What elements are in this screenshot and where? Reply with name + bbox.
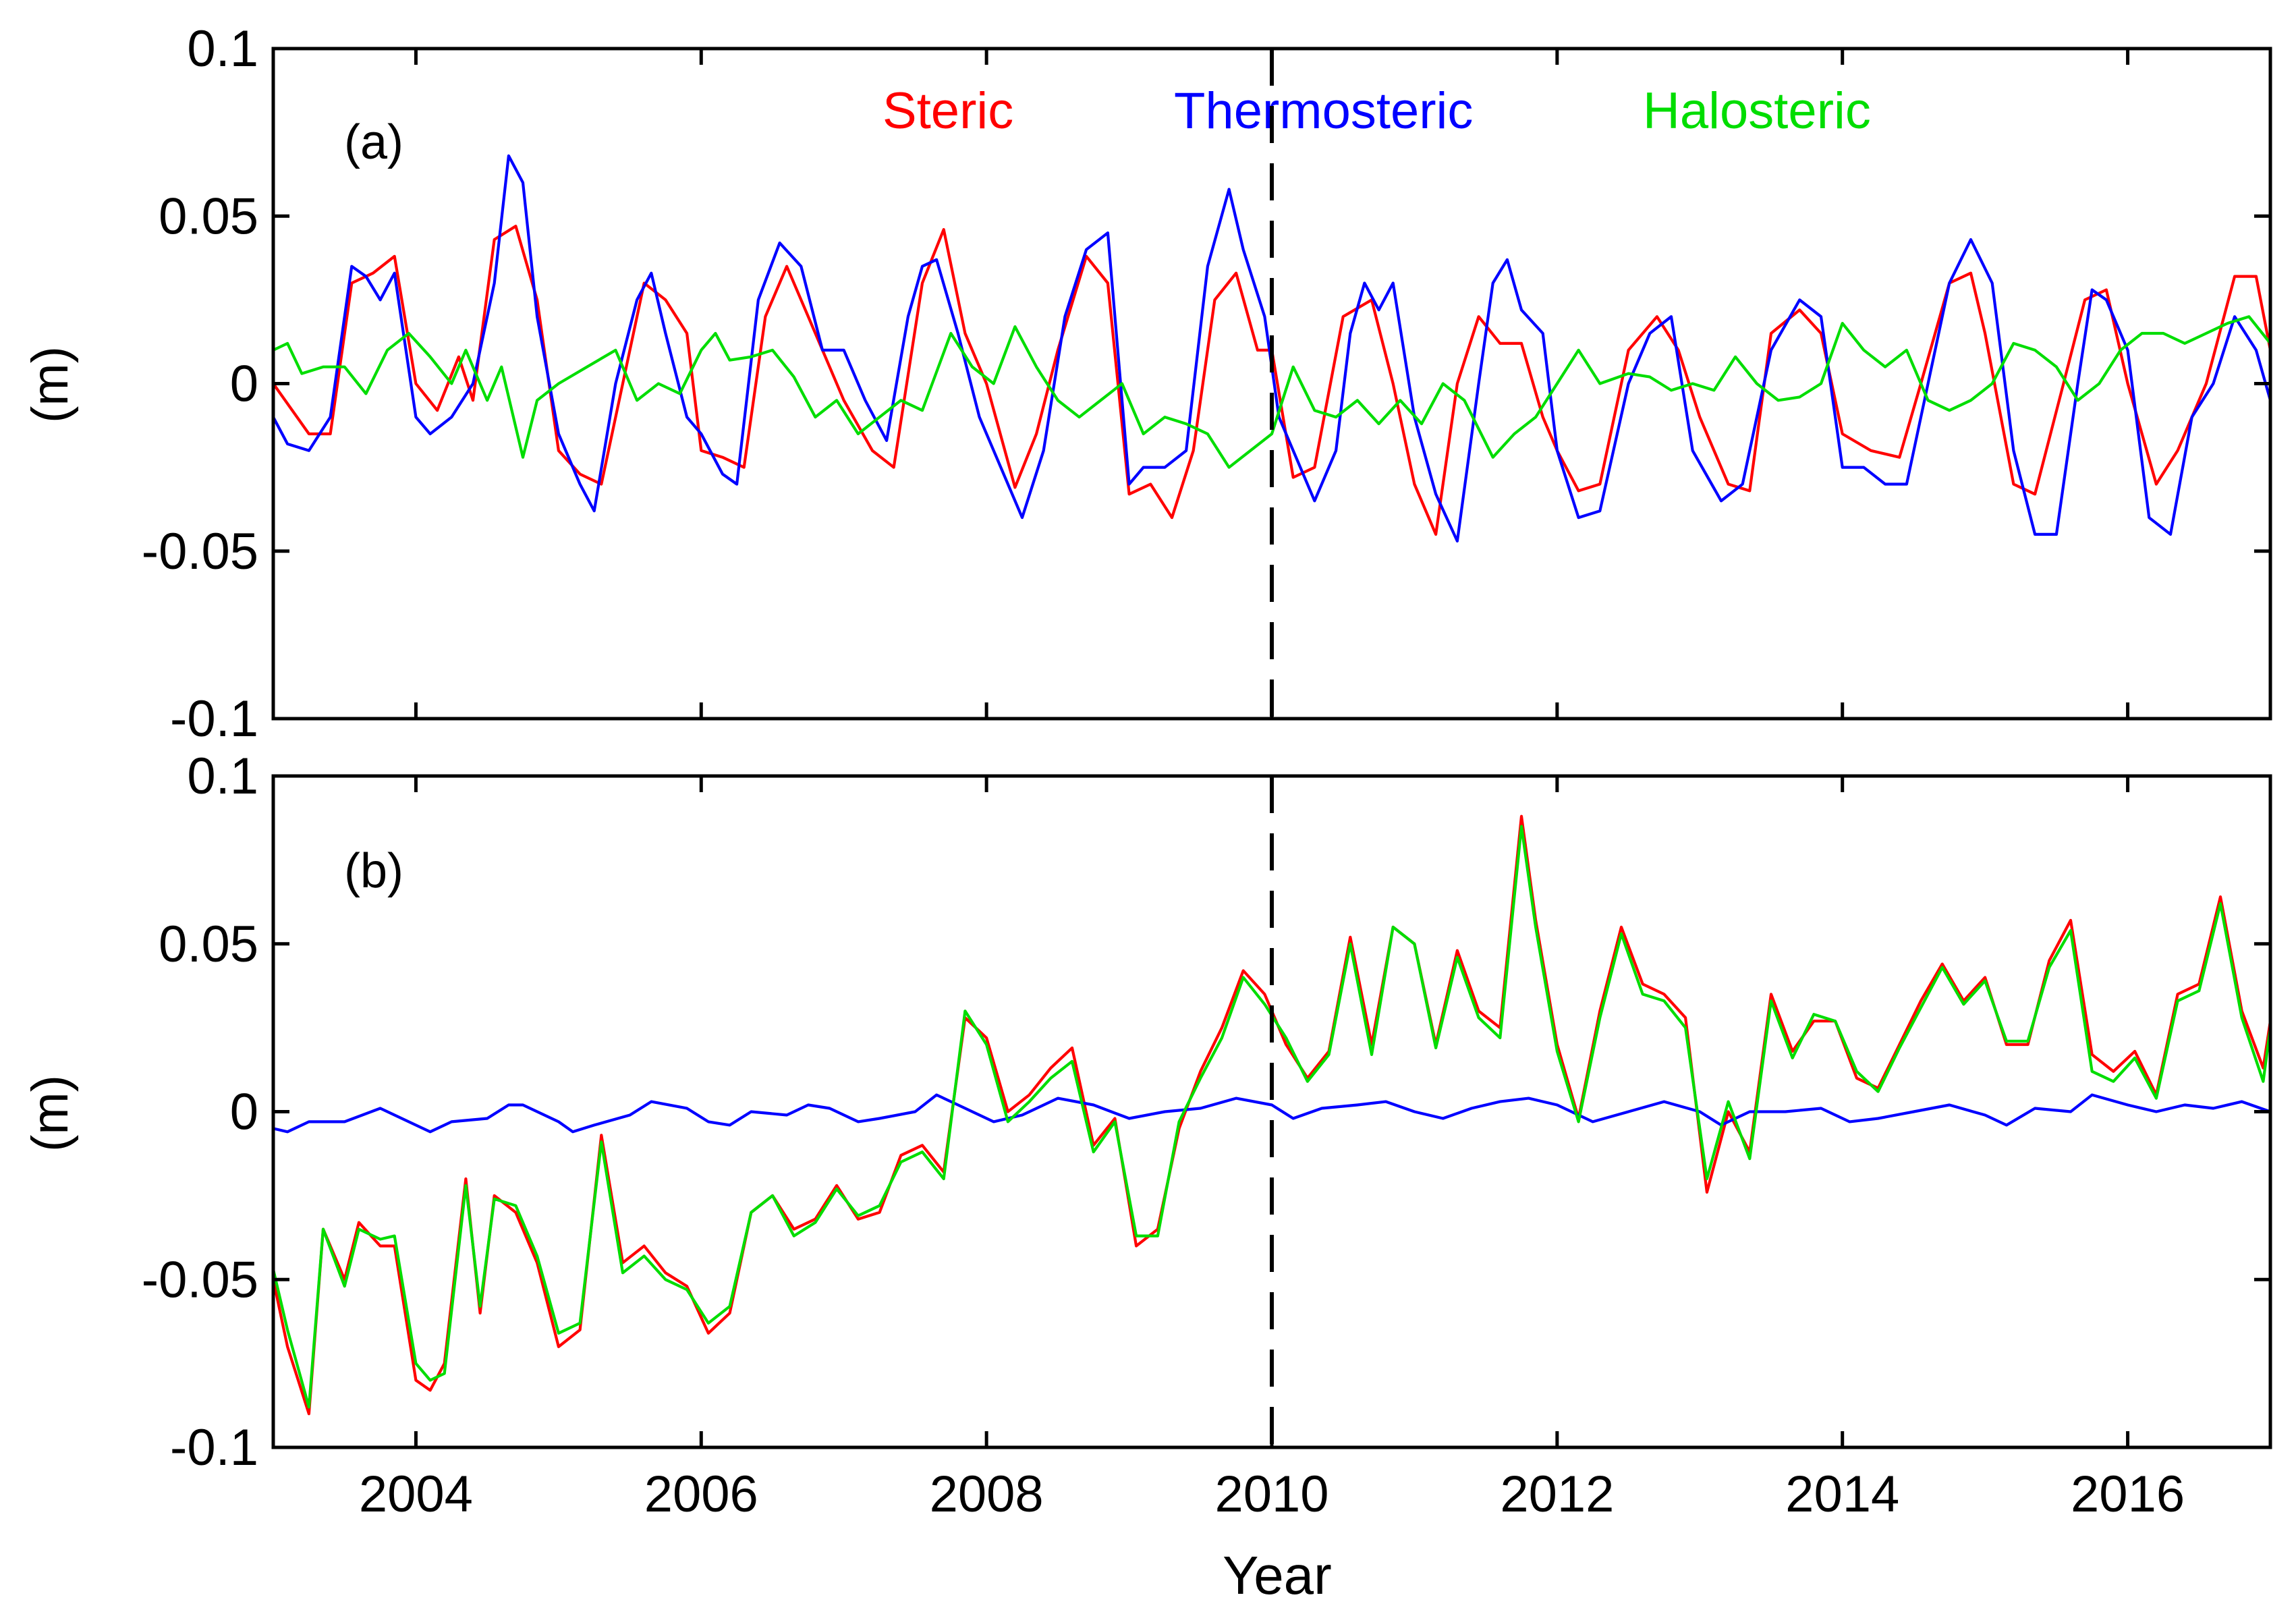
panel-b-ytick-label: 0.1 (187, 748, 258, 805)
panel-b-y-tick-labels: -0.1 -0.05 0 0.05 0.1 (142, 748, 258, 1476)
panel-b-ytick-label: 0 (230, 1084, 258, 1141)
panel-b-ytick-label: -0.1 (170, 1419, 258, 1476)
panel-b-xtick-label: 2014 (1785, 1466, 1899, 1523)
panel-b-y-axis-label: (m) (22, 1075, 79, 1152)
panel-b-xtick-label: 2010 (1214, 1466, 1328, 1523)
panel-b-series-thermosteric (273, 1093, 2270, 1134)
panel-b-ytick-label: 0.05 (159, 916, 258, 973)
panel-a-ytick-label: 0 (230, 356, 258, 413)
panel-b-xtick-label: 2016 (2071, 1466, 2185, 1523)
panel-b-xtick-label: 2004 (359, 1466, 473, 1523)
panel-a-plot-area (273, 154, 2270, 543)
panel-a-ytick-label: 0.05 (159, 188, 258, 245)
panel-a: -0.1 -0.05 0 0.05 0.1 (m) (a) Steric The… (22, 20, 2272, 748)
panel-b-series-steric (273, 814, 2270, 1416)
panel-b-x-tick-labels: 2004 2006 2008 2010 2012 2014 2016 (359, 1466, 2185, 1523)
legend-halosteric: Halosteric (1643, 82, 1871, 140)
panel-a-ytick-label: -0.05 (142, 523, 258, 580)
panel-a-y-tick-labels: -0.1 -0.05 0 0.05 0.1 (142, 20, 258, 748)
panel-b-label: (b) (344, 844, 403, 898)
panel-b-xtick-label: 2008 (930, 1466, 1044, 1523)
panel-b-plot-area (273, 814, 2270, 1416)
x-axis-label: Year (1223, 1545, 1332, 1605)
legend-steric: Steric (883, 82, 1013, 140)
panel-a-series-halosteric (273, 315, 2270, 469)
panel-b-xtick-label: 2006 (644, 1466, 758, 1523)
panel-b-xtick-label: 2012 (1500, 1466, 1614, 1523)
legend-thermosteric: Thermosteric (1174, 82, 1473, 140)
panel-b-series-halosteric (273, 825, 2270, 1409)
panel-a-ytick-label: -0.1 (170, 690, 258, 748)
panel-b: -0.1 -0.05 0 0.05 0.1 2004 2006 2008 201… (22, 748, 2272, 1605)
panel-a-label: (a) (344, 115, 403, 169)
panel-a-y-axis-label: (m) (22, 346, 79, 423)
panel-a-ytick-label: 0.1 (187, 20, 258, 78)
panel-a-series-thermosteric (273, 154, 2270, 543)
panel-b-ytick-label: -0.05 (142, 1251, 258, 1308)
legend: Steric Thermosteric Halosteric (883, 82, 1871, 140)
